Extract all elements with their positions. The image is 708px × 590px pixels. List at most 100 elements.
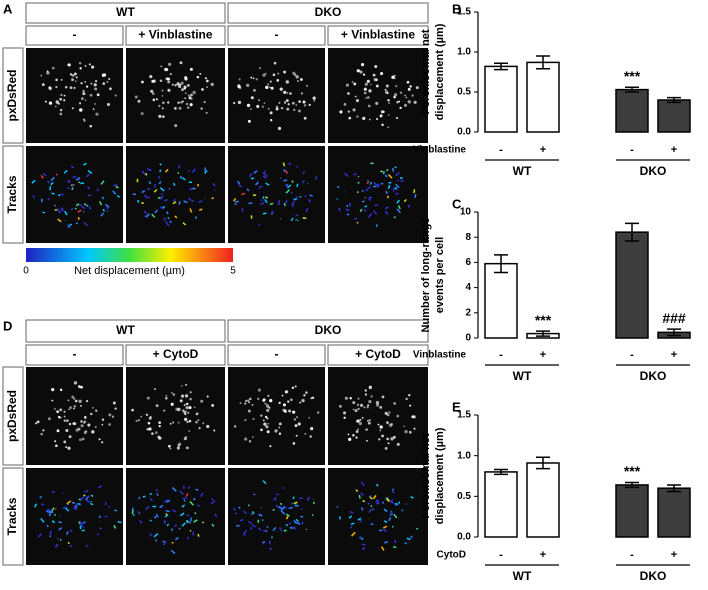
peroxisome [309,435,312,438]
peroxisome [302,100,306,104]
track [380,546,385,551]
track [146,187,151,191]
track [255,181,259,186]
track [59,539,62,542]
track [242,510,247,515]
bar [484,471,518,538]
track [172,182,176,186]
peroxisome [306,84,309,87]
peroxisome [256,104,260,108]
peroxisome [278,422,282,426]
error-bar [536,456,550,470]
peroxisome [73,72,77,76]
peroxisome [179,399,183,403]
track [174,524,178,527]
peroxisome [270,119,273,121]
track [285,183,289,187]
peroxisome [65,428,69,433]
track [380,170,383,173]
track [139,519,143,524]
row-box [2,366,24,466]
track [381,501,385,504]
track [57,194,61,197]
peroxisome [52,66,55,70]
peroxisome [48,101,53,105]
track [242,532,246,537]
track [291,502,294,505]
group-label: WT [513,569,532,583]
peroxisome [375,84,379,88]
peroxisome [348,437,352,441]
peroxisome [165,394,168,397]
track [174,215,178,219]
peroxisome [375,400,380,405]
peroxisome [183,411,187,415]
track [292,496,295,500]
peroxisome [399,91,403,95]
peroxisome [387,126,390,129]
peroxisome [177,101,180,104]
peroxisome [295,434,298,437]
peroxisome [84,99,87,102]
track [396,208,401,214]
track [85,173,90,178]
track [166,523,170,527]
peroxisome [257,388,261,392]
peroxisome [352,108,356,112]
peroxisome [246,83,250,88]
peroxisome [310,426,314,431]
peroxisome [237,84,241,89]
error-bar [625,481,639,489]
track [361,200,365,203]
peroxisome [387,99,390,102]
track [369,509,372,512]
track [251,511,255,515]
peroxisome [387,442,390,445]
peroxisome [247,409,251,413]
peroxisome [257,397,260,400]
track [265,182,270,186]
track [75,176,81,181]
group-header: DKO [315,323,342,337]
peroxisome [264,402,267,405]
track [194,216,198,220]
track [260,514,263,517]
peroxisome [200,399,204,403]
track [153,188,158,193]
condition-header: + CytoD [355,347,401,361]
peroxisome [274,429,278,433]
peroxisome [155,404,159,408]
error-bar [536,55,550,70]
track [368,510,371,514]
peroxisome [296,416,298,418]
track [186,520,189,524]
peroxisome [263,422,267,426]
track [113,183,118,187]
y-axis-label: events per cell [434,237,446,313]
peroxisome [101,441,104,444]
micrograph [328,48,428,143]
track [264,198,268,204]
error-bar [667,484,681,493]
peroxisome [101,73,106,77]
error-bar [625,86,639,93]
peroxisome [102,82,106,86]
peroxisome [378,438,381,441]
peroxisome [63,94,66,97]
peroxisome [343,411,347,415]
peroxisome [300,78,303,81]
track [308,198,312,203]
peroxisome [155,98,158,101]
peroxisome [94,87,98,91]
peroxisome [107,103,110,106]
track [356,221,359,224]
track [260,199,263,202]
track [357,517,362,521]
peroxisome [261,105,265,108]
peroxisome [343,416,346,419]
peroxisome [303,394,306,397]
peroxisome [268,406,271,409]
significance: *** [624,463,641,479]
track [58,515,61,517]
peroxisome [355,99,359,103]
